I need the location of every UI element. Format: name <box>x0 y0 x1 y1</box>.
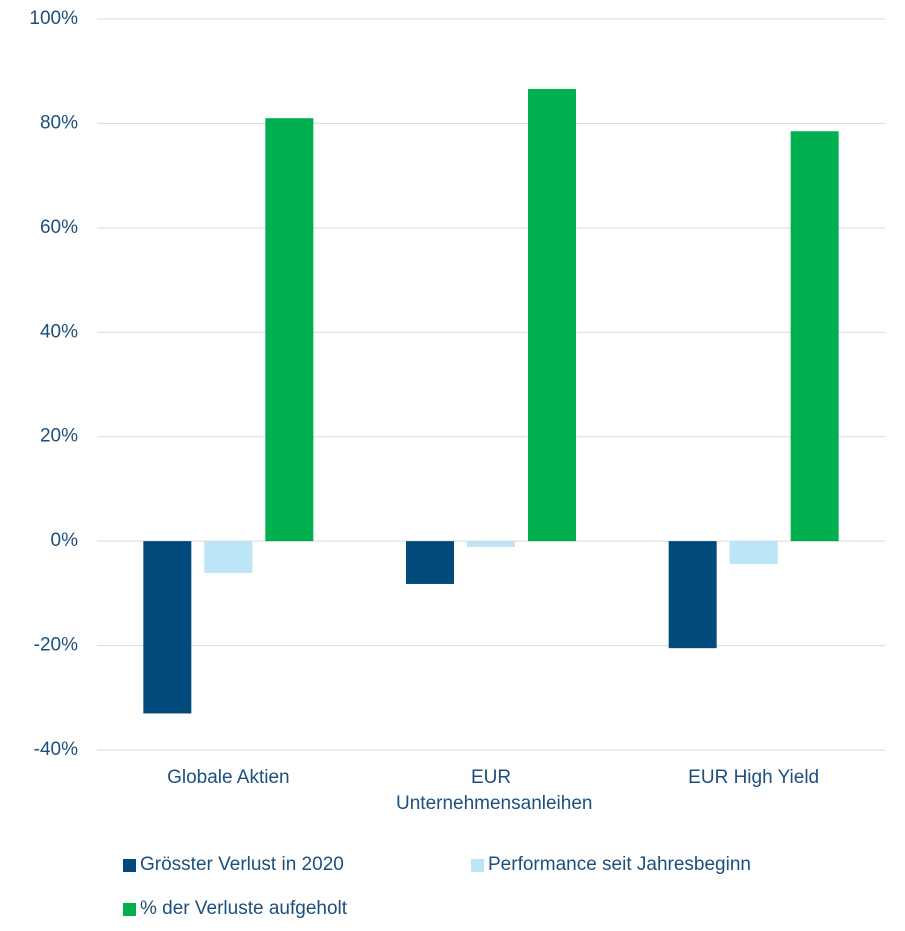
bar <box>406 541 454 584</box>
legend-label: % der Verluste aufgeholt <box>140 898 348 919</box>
legend-label: Grösster Verlust in 2020 <box>140 854 344 875</box>
y-tick-label: 60% <box>40 217 78 238</box>
legend-item: Performance seit Jahresbeginn <box>471 843 819 887</box>
y-tick-label: 0% <box>51 530 79 551</box>
x-tick-label: Globale Aktien <box>167 767 290 788</box>
legend-swatch <box>123 858 136 872</box>
x-tick-label: EUR Unternehmensanleihen <box>396 767 593 814</box>
bar <box>528 88 576 542</box>
bar <box>790 131 839 542</box>
bar <box>668 541 717 649</box>
legend-label: Performance seit Jahresbeginn <box>488 854 751 875</box>
legend-item: % der Verluste aufgeholt <box>123 887 471 931</box>
legend-swatch <box>471 858 484 872</box>
bar <box>729 541 778 565</box>
legend-swatch <box>123 902 136 916</box>
legend: Grösster Verlust in 2020 Performance seit… <box>123 843 843 931</box>
bar <box>467 541 515 547</box>
y-tick-label: -20% <box>34 635 78 656</box>
y-tick-label: 80% <box>40 112 78 133</box>
y-tick-label: 100% <box>29 8 78 29</box>
y-tick-label: -40% <box>34 739 78 760</box>
bar <box>204 541 253 573</box>
y-tick-label: 20% <box>40 426 78 447</box>
bar <box>143 541 192 714</box>
y-tick-label: 40% <box>40 321 78 342</box>
legend-item: Grösster Verlust in 2020 <box>123 843 471 887</box>
bar <box>265 118 314 542</box>
x-tick-label: EUR High Yield <box>688 767 820 788</box>
